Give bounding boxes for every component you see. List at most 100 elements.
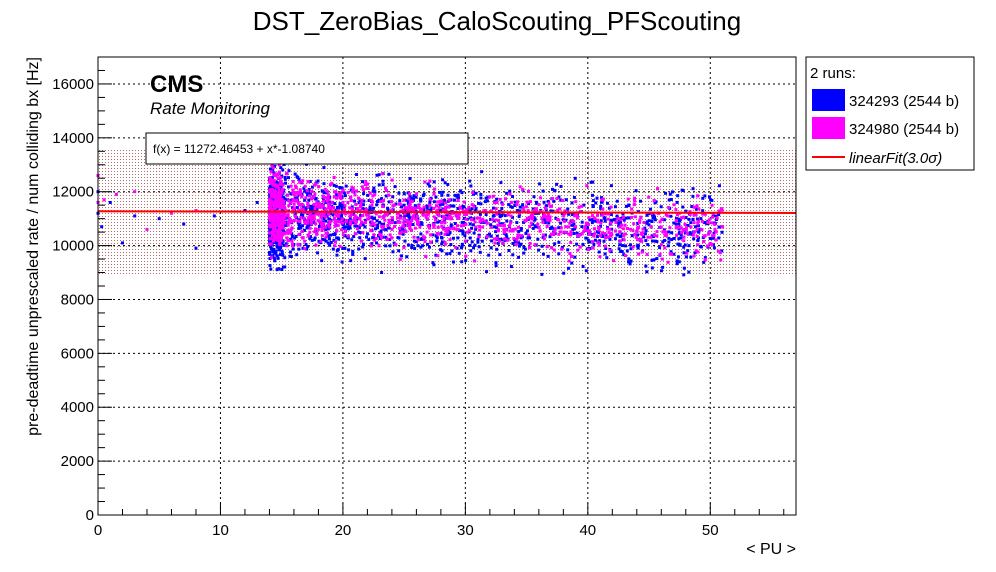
series-1-point xyxy=(500,212,504,216)
series-1-point xyxy=(275,244,279,248)
series-2-point xyxy=(534,207,538,211)
series-2-point xyxy=(425,213,429,217)
series-2-point xyxy=(462,212,466,216)
series-1-point xyxy=(663,238,667,242)
series-1-point xyxy=(341,246,345,250)
series-1-point xyxy=(532,195,536,199)
series-1-point xyxy=(630,234,634,238)
series-1-point xyxy=(492,213,496,217)
series-1-point xyxy=(386,206,390,210)
series-1-point xyxy=(434,253,438,257)
series-1-point xyxy=(518,205,522,209)
series-2-point xyxy=(277,170,281,174)
series-1-point xyxy=(517,255,521,259)
series-2-point xyxy=(324,225,328,229)
series-2-point xyxy=(658,220,662,224)
series-1-point xyxy=(281,239,285,243)
series-2-point xyxy=(274,211,278,215)
series-2-point xyxy=(324,215,328,219)
series-2-point xyxy=(424,254,428,258)
series-2-point xyxy=(309,215,313,219)
series-2-point xyxy=(268,214,272,218)
series-2-point xyxy=(633,199,637,203)
series-2-point xyxy=(277,233,281,237)
series-1-point xyxy=(670,231,674,235)
series-2-point xyxy=(341,188,345,192)
series-2-point xyxy=(405,219,409,223)
series-1-point xyxy=(708,237,712,241)
series-1-point xyxy=(703,256,707,260)
series-2-point xyxy=(373,223,377,227)
series-2-point xyxy=(413,211,417,215)
series-1-point xyxy=(477,245,481,249)
series-1-point xyxy=(280,268,284,272)
series-2-point xyxy=(545,217,549,221)
series-2-point xyxy=(582,230,586,234)
series-2-point xyxy=(319,239,323,243)
series-1-point xyxy=(647,223,651,227)
series-2-point xyxy=(358,217,362,221)
series-2-point xyxy=(450,211,454,215)
series-1-point xyxy=(523,247,527,251)
series-1-point xyxy=(451,236,455,240)
series-1-point xyxy=(328,243,332,247)
series-2-point xyxy=(517,225,521,229)
series-2-point xyxy=(440,200,444,204)
series-2-point xyxy=(281,231,285,235)
series-2-point xyxy=(336,209,340,213)
series-2-point xyxy=(584,221,588,225)
series-1-point xyxy=(428,201,432,205)
series-1-point xyxy=(608,237,612,241)
series-1-point xyxy=(403,214,407,218)
series-1-point xyxy=(413,247,417,251)
series-1-point xyxy=(279,166,283,170)
series-1-point xyxy=(351,249,355,253)
series-2-point xyxy=(641,231,645,235)
series-1-point xyxy=(397,249,401,253)
series-1-point xyxy=(521,203,525,207)
series-1-point xyxy=(460,229,464,233)
series-2-point xyxy=(294,191,298,195)
series-2-point xyxy=(509,221,513,225)
series-1-point xyxy=(387,172,391,176)
series-1-point xyxy=(513,240,517,244)
series-1-point xyxy=(367,238,371,242)
series-1-point xyxy=(620,250,624,254)
series-2-point xyxy=(630,207,634,211)
series-1-point xyxy=(446,228,450,232)
series-1-point xyxy=(460,244,464,248)
series-1-point xyxy=(617,247,621,251)
series-2-point xyxy=(278,192,282,196)
series-1-point xyxy=(519,226,523,230)
series-2-point xyxy=(713,227,717,231)
series-1-point xyxy=(695,217,699,221)
series-2-point xyxy=(587,248,591,252)
series-1-point xyxy=(480,239,484,243)
series-2-point xyxy=(593,216,597,220)
series-2-point xyxy=(658,252,662,256)
series-2-point xyxy=(619,223,623,227)
series-1-point xyxy=(495,226,499,230)
y-tick-label: 0 xyxy=(86,507,94,524)
series-1-point xyxy=(513,200,517,204)
series-2-point xyxy=(346,234,350,238)
series-2-point xyxy=(290,244,294,248)
series-2-point xyxy=(609,231,613,235)
series-1-point xyxy=(557,226,561,230)
series-2-point xyxy=(333,244,337,248)
series-2-point xyxy=(332,195,336,199)
series-1-point xyxy=(334,193,338,197)
series-2-point xyxy=(321,225,325,229)
series-2-point xyxy=(279,218,283,222)
series-1-point xyxy=(524,231,528,235)
series-1-point xyxy=(428,209,432,213)
series-1-point xyxy=(280,249,284,253)
series-1-point xyxy=(544,208,548,212)
legend-label-fit: linearFit(3.0σ) xyxy=(849,150,942,167)
series-1-point xyxy=(290,234,294,238)
series-1-point xyxy=(361,223,365,227)
series-1-point xyxy=(335,253,339,257)
series-2-point xyxy=(321,194,325,198)
series-1-point xyxy=(340,195,344,199)
